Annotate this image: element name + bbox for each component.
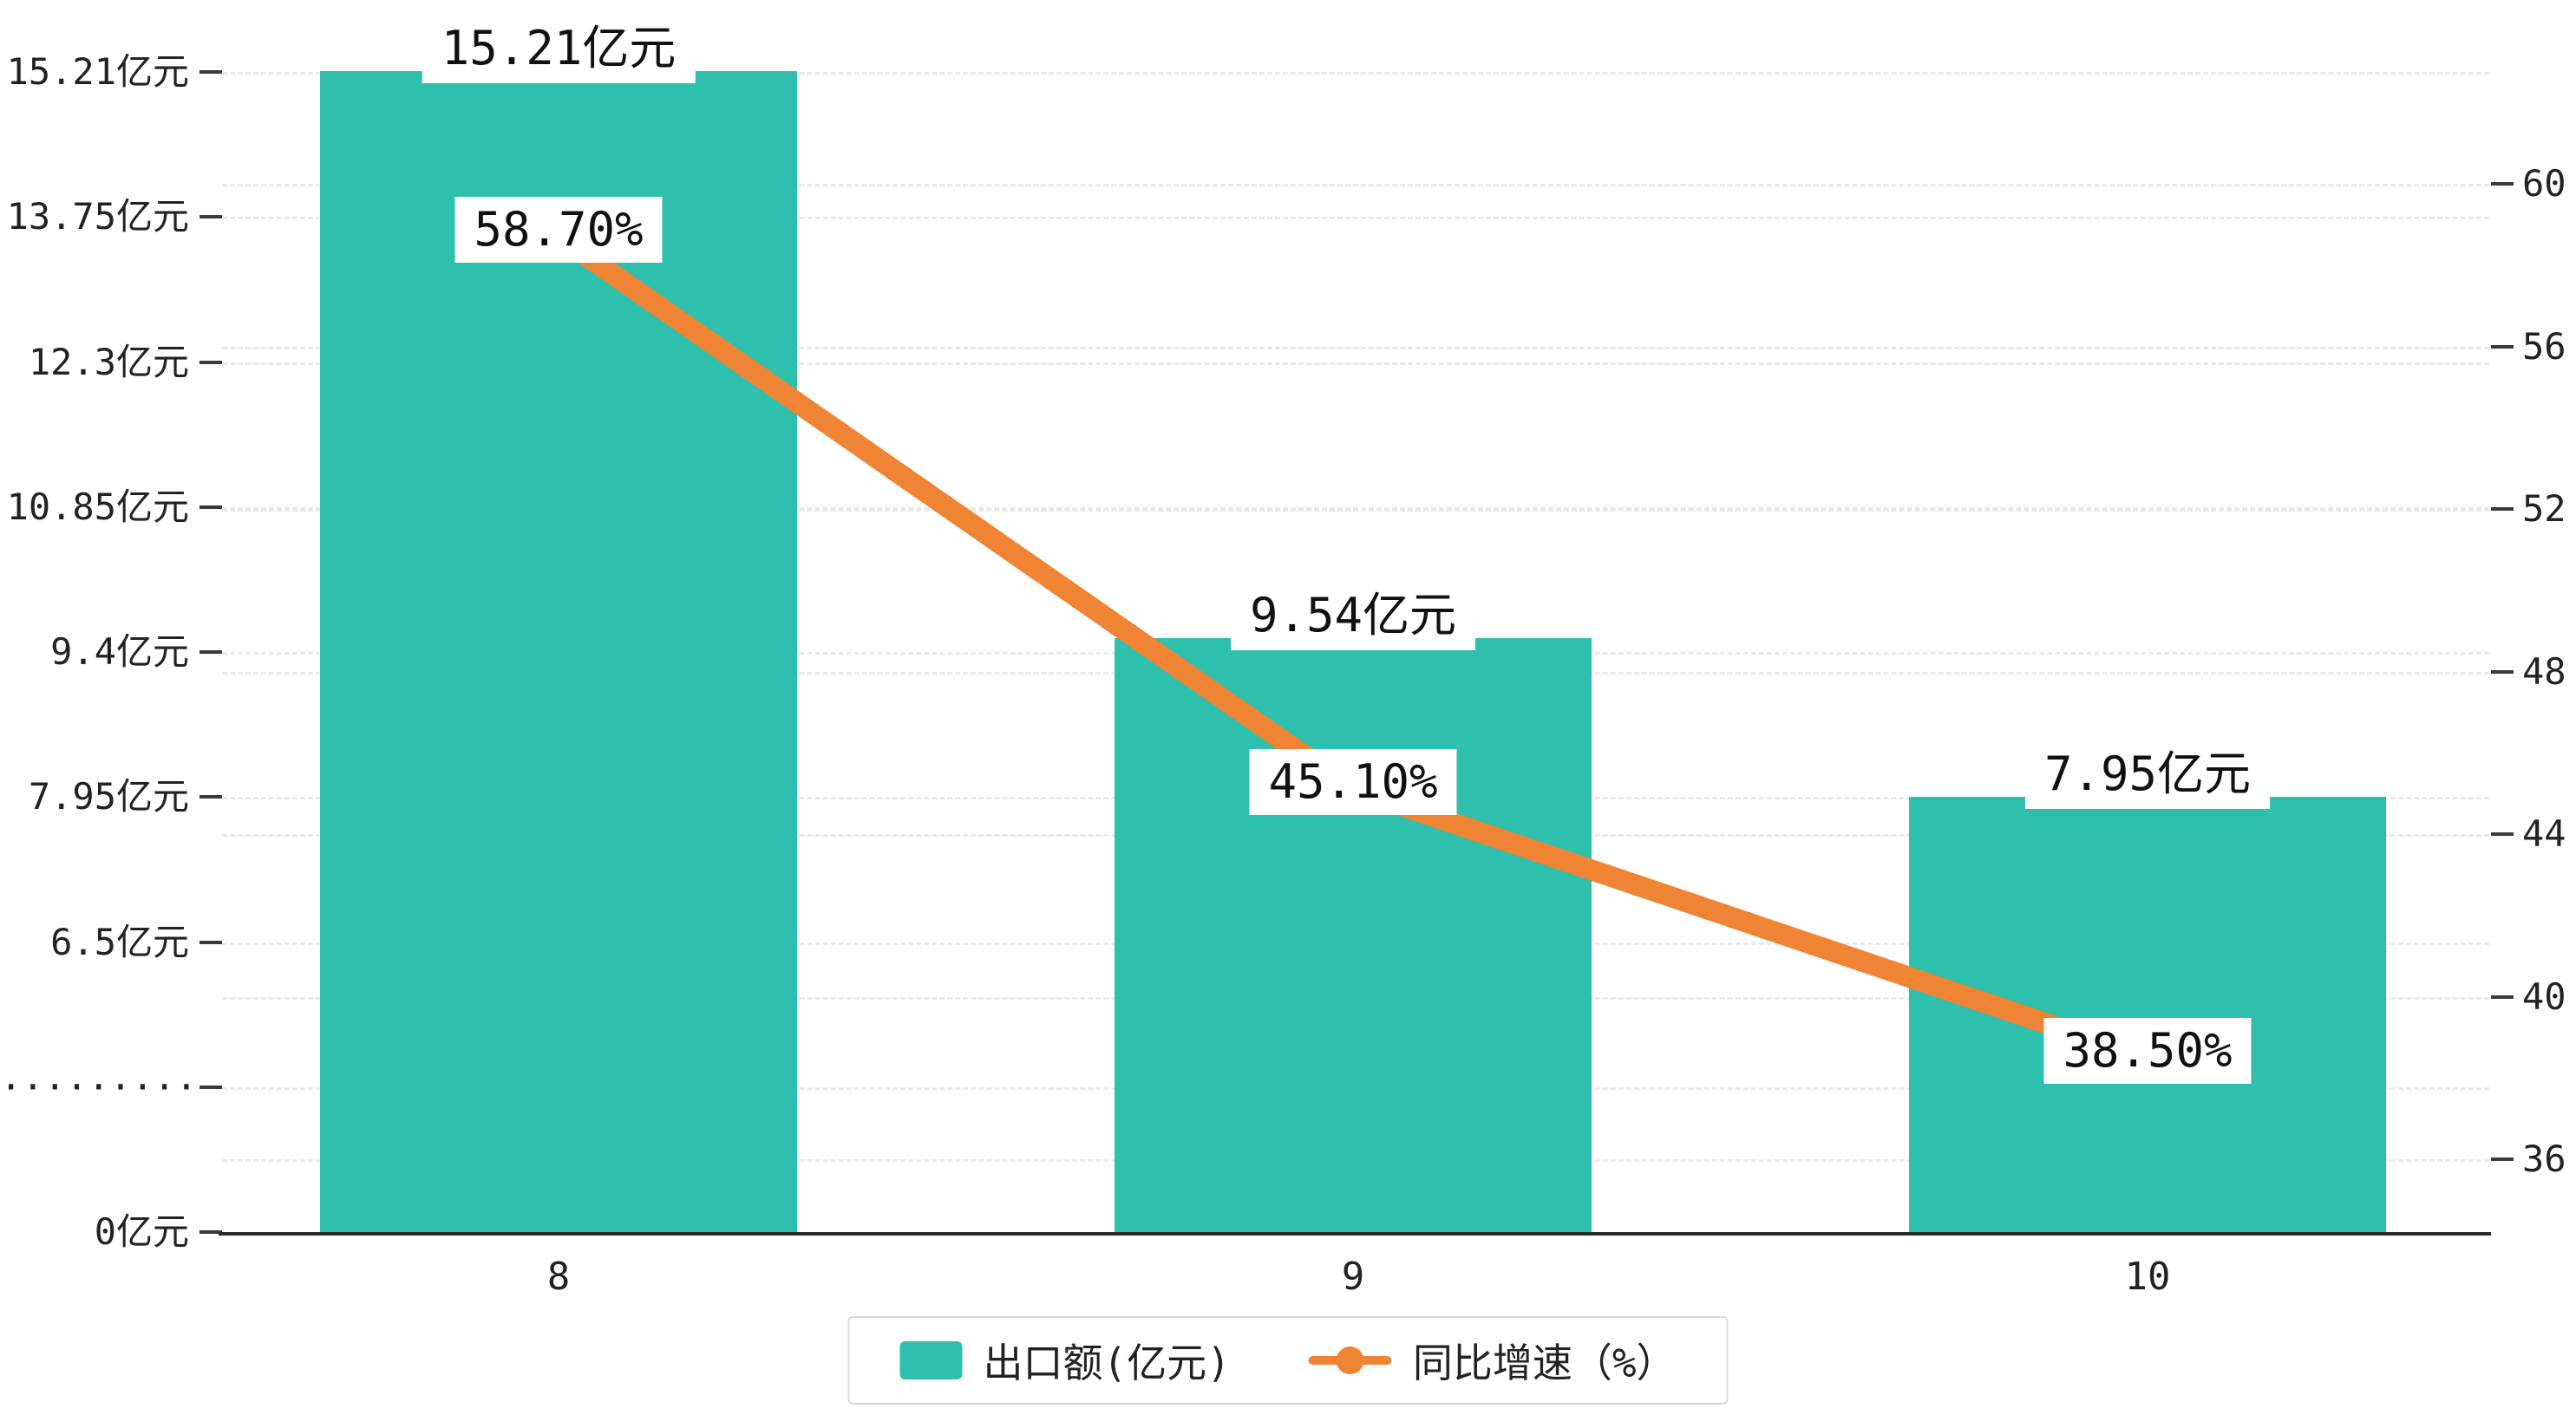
right-tick-mark (2491, 182, 2514, 186)
gridline (222, 72, 2489, 75)
left-tick-mark (199, 360, 222, 364)
left-tick-mark (199, 1085, 222, 1089)
left-axis-break-label: ········· (0, 1065, 198, 1108)
legend-item[interactable]: 出口额(亿元) (899, 1332, 1231, 1389)
right-tick-mark (2491, 669, 2514, 674)
bar-value-label: 15.21亿元 (422, 13, 696, 83)
x-axis-category-label: 8 (546, 1255, 571, 1299)
right-axis-tick-label: 48 (2522, 649, 2566, 693)
right-axis-tick-label: 52 (2522, 487, 2566, 530)
export-bar[interactable] (1115, 637, 1592, 1232)
legend-item[interactable]: 同比增速（%） (1308, 1332, 1677, 1389)
left-tick-mark (199, 1230, 222, 1234)
x-axis-line (219, 1232, 2491, 1236)
left-tick-mark (199, 505, 222, 509)
legend-line-dot (1336, 1347, 1364, 1374)
legend: 出口额(亿元) 同比增速（%） (847, 1316, 1729, 1405)
left-axis-tick-label: 6.5亿元 (50, 920, 189, 963)
line-value-label: 45.10% (1249, 749, 1457, 816)
gridline (222, 346, 2489, 349)
right-axis-tick-label: 36 (2522, 1138, 2566, 1180)
left-axis-tick-label: 0亿元 (94, 1210, 189, 1253)
left-tick-mark (199, 215, 222, 219)
legend-item-label: 同比增速（%） (1412, 1340, 1677, 1386)
right-axis-tick-label: 60 (2522, 162, 2566, 205)
right-axis-tick-label: 44 (2522, 812, 2566, 855)
left-axis-tick-label: 15.21亿元 (6, 50, 189, 93)
right-axis-tick-label: 56 (2522, 324, 2566, 368)
left-tick-mark (199, 940, 222, 944)
bar-value-label: 9.54亿元 (1230, 580, 1476, 650)
right-tick-mark (2491, 344, 2514, 349)
left-axis-tick-label: 10.85亿元 (6, 485, 189, 528)
legend-line-swatch-icon (1308, 1347, 1392, 1374)
x-axis-category-label: 10 (2124, 1255, 2171, 1299)
line-value-label: 58.70% (454, 196, 663, 263)
left-axis-tick-label: 12.3亿元 (28, 340, 189, 383)
gridline (222, 506, 2489, 510)
x-axis-category-label: 9 (1341, 1255, 1365, 1299)
right-axis-tick-label: 40 (2522, 975, 2566, 1018)
left-tick-mark (199, 650, 222, 654)
legend-bar-swatch-icon (899, 1341, 963, 1379)
left-axis-tick-label: 13.75亿元 (6, 195, 189, 238)
right-tick-mark (2491, 507, 2514, 511)
right-tick-mark (2491, 832, 2514, 836)
legend-item-label: 出口额(亿元) (983, 1340, 1231, 1386)
right-tick-mark (2491, 994, 2514, 999)
left-tick-mark (199, 795, 222, 799)
left-axis-tick-label: 9.4亿元 (50, 630, 189, 673)
gridline (222, 509, 2489, 512)
left-axis-tick-label: 7.95亿元 (28, 775, 189, 818)
gridline (222, 217, 2489, 220)
left-tick-mark (199, 70, 222, 74)
export-bar[interactable] (320, 70, 797, 1232)
bar-value-label: 7.95亿元 (2024, 740, 2271, 810)
gridline (222, 362, 2489, 365)
line-value-label: 38.50% (2043, 1017, 2252, 1084)
gridline (222, 184, 2489, 186)
right-tick-mark (2491, 1157, 2514, 1161)
